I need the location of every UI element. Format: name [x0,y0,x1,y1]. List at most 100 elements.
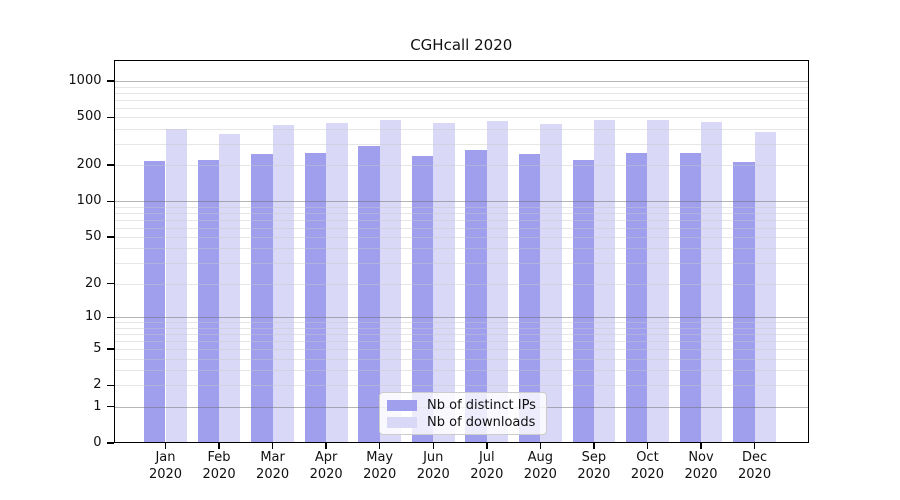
gridline-minor [113,283,809,285]
x-tick-mark [378,443,381,449]
x-tick-label: Feb 2020 [202,450,236,482]
x-tick-mark [753,443,756,449]
bar-ips-dec [733,162,755,443]
y-tick-mark [106,80,114,82]
x-tick-mark [700,443,702,449]
gridline-minor [113,334,809,336]
x-tick-mark [646,443,649,449]
bar-ips-jun [411,155,434,443]
bar-ips-oct [626,152,648,443]
bar-ips-apr [304,152,327,443]
y-tick-label: 50 [84,229,102,245]
x-tick-label: Jul 2020 [470,450,504,482]
y-tick-label: 500 [76,109,102,125]
y-tick-label: 0 [93,435,102,450]
gridline-minor [113,129,809,131]
bar-downloads-oct [647,120,669,443]
gridline-minor [113,358,809,360]
bar-downloads-nov [701,122,723,443]
gridline-minor [113,144,809,146]
gridline-minor [113,248,809,250]
bar-ips-mar [251,154,273,443]
gridline-major [113,317,809,319]
bar-ips-aug [518,153,541,443]
y-tick-mark [106,116,114,119]
y-tick-mark [106,316,114,319]
bar-downloads-apr [326,123,348,443]
downloads-swatch-icon [387,417,417,428]
legend-label-distinct-ips: Nb of distinct IPs [427,398,536,413]
gridline-minor [113,92,809,94]
y-tick-mark [106,200,114,203]
gridline-minor [113,341,809,343]
gridline-minor [113,385,809,387]
gridline-minor [113,107,809,109]
bar-ips-jan [144,161,166,443]
gridline-minor [113,370,809,372]
gridline-minor [113,86,809,88]
y-tick-label: 100 [76,193,102,209]
gridline-minor [113,219,809,221]
gridline-major [113,201,809,203]
gridline-minor [113,117,809,119]
y-tick-mark [106,348,114,350]
gridline-minor [113,349,809,351]
x-tick-mark [432,443,434,449]
bar-downloads-jun [433,123,455,443]
x-tick-label: Mar 2020 [256,450,290,482]
bar-downloads-mar [272,125,294,443]
gridline-minor [113,237,809,239]
gridline-minor [113,227,809,229]
legend-row-downloads: Nb of downloads [387,414,538,431]
x-tick-mark [539,443,542,449]
y-tick-label: 1000 [68,73,102,89]
x-tick-label: Oct 2020 [630,450,664,482]
y-tick-mark [106,236,114,238]
x-tick-mark [218,443,220,449]
gridline-minor [113,322,809,324]
distinct-ips-swatch-icon [387,400,417,411]
chart-title: CGHcall 2020 [410,36,513,54]
x-tick-label: May 2020 [363,450,397,482]
y-tick-mark [106,405,114,408]
bar-ips-nov [679,153,701,443]
y-tick-label: 5 [93,341,102,357]
x-tick-mark [325,443,327,449]
y-tick-label: 200 [76,157,102,173]
legend-label-downloads: Nb of downloads [427,415,536,430]
gridline-minor [113,206,809,208]
bar-downloads-sep [593,119,616,443]
gridline-minor [113,212,809,214]
y-tick-label: 20 [84,275,102,291]
y-tick-mark [106,164,114,166]
gridline-minor [113,327,809,329]
x-tick-label: Nov 2020 [684,450,718,482]
bar-downloads-jan [165,129,187,443]
x-tick-label: Jan 2020 [148,450,183,482]
y-tick-label: 10 [84,309,102,325]
bar-downloads-aug [540,124,562,443]
gridline-minor [113,165,809,167]
x-tick-label: Dec 2020 [738,450,772,482]
x-tick-mark [486,443,488,449]
x-tick-label: Jun 2020 [416,450,450,482]
bar-ips-sep [572,160,594,443]
x-tick-label: Sep 2020 [577,450,611,482]
y-tick-mark [106,442,114,444]
x-tick-mark [593,443,595,449]
y-tick-mark [106,384,114,387]
y-tick-label: 2 [93,377,102,393]
bar-ips-jul [465,149,487,443]
x-tick-label: Apr 2020 [309,450,343,482]
legend-row-distinct-ips: Nb of distinct IPs [387,397,538,414]
gridline-minor [113,99,809,101]
y-tick-mark [106,282,114,285]
bar-ips-may [358,145,380,443]
bar-downloads-may [379,119,402,443]
bar-ips-feb [197,159,220,443]
gridline-major [113,81,809,83]
bar-downloads-feb [219,134,241,443]
x-tick-mark [164,443,167,449]
x-tick-label: Aug 2020 [523,450,557,482]
